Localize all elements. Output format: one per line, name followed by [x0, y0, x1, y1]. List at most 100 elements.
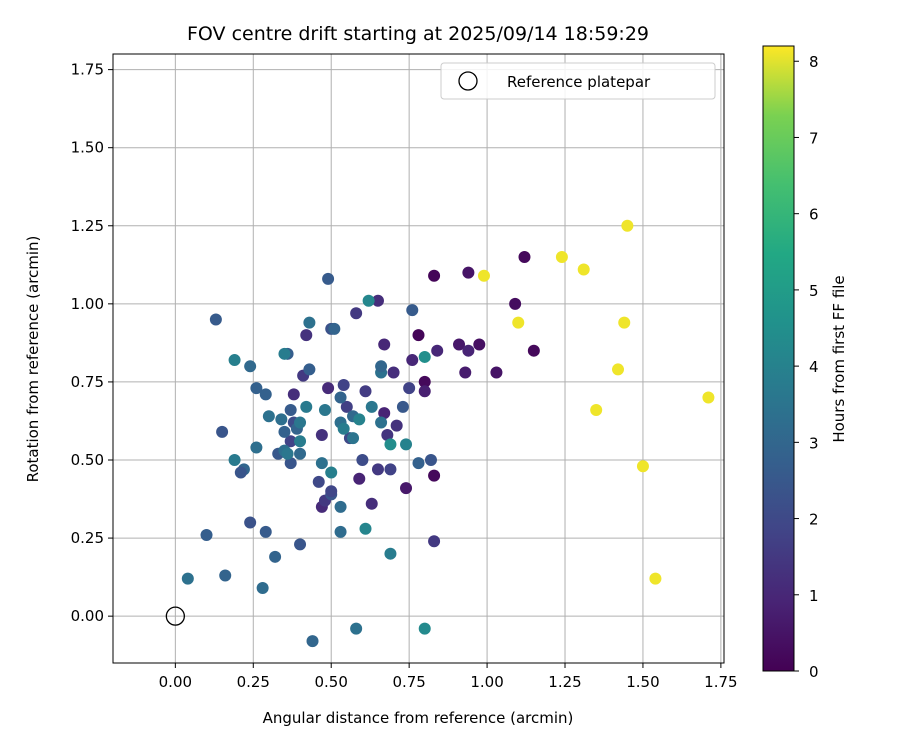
data-point — [200, 528, 213, 541]
data-point — [477, 269, 490, 282]
data-point — [428, 469, 441, 482]
x-axis-label: Angular distance from reference (arcmin) — [263, 709, 574, 727]
data-point — [306, 635, 319, 648]
data-point — [347, 432, 360, 445]
x-tick-label: 0.75 — [392, 673, 425, 691]
data-point — [378, 338, 391, 351]
y-tick-label: 0.00 — [71, 607, 104, 625]
x-tick-label: 1.75 — [704, 673, 737, 691]
data-point — [287, 388, 300, 401]
data-point — [275, 413, 288, 426]
data-point — [219, 569, 232, 582]
colorbar-label: Hours from first FF file — [830, 275, 848, 442]
data-point — [337, 379, 350, 392]
data-point — [403, 382, 416, 395]
data-point — [400, 438, 413, 451]
data-point — [590, 404, 603, 417]
data-point — [294, 447, 307, 460]
data-point — [228, 354, 241, 367]
data-point — [322, 272, 335, 285]
data-point — [303, 363, 316, 376]
colorbar: 0 1 2 3 4 5 6 7 8 Hours from first FF file — [762, 45, 848, 681]
data-point — [649, 572, 662, 585]
y-tick-label: 1.25 — [71, 217, 104, 235]
x-tick-label: 0.00 — [159, 673, 192, 691]
data-point — [278, 425, 291, 438]
grid — [113, 54, 724, 663]
scatter-points — [165, 219, 715, 648]
data-point — [325, 485, 338, 498]
data-point — [312, 475, 325, 488]
data-point — [459, 366, 472, 379]
data-point — [244, 360, 257, 373]
data-point — [577, 263, 590, 276]
colorbar-tick-label: 3 — [809, 434, 819, 452]
plot-frame — [112, 53, 725, 664]
data-point — [250, 441, 263, 454]
colorbar-ticks: 0 1 2 3 4 5 6 7 8 — [794, 53, 819, 681]
data-point — [412, 329, 425, 342]
data-point — [284, 404, 297, 417]
data-point — [300, 329, 313, 342]
data-point — [636, 460, 649, 473]
y-tick-label: 1.75 — [71, 61, 104, 79]
data-point — [375, 416, 388, 429]
data-point — [359, 385, 372, 398]
x-tick-label: 1.50 — [626, 673, 659, 691]
data-point — [371, 294, 384, 307]
data-point — [555, 251, 568, 263]
data-point — [618, 316, 631, 329]
data-point — [365, 400, 378, 413]
data-point — [453, 338, 466, 351]
data-point — [328, 322, 341, 335]
data-point — [412, 457, 425, 470]
data-point — [362, 294, 375, 307]
x-axis: 0.00 0.25 0.50 0.75 1.00 1.25 1.50 1.75 — [159, 663, 738, 691]
colorbar-tick-label: 4 — [809, 358, 819, 376]
data-point — [509, 297, 522, 310]
data-point — [396, 400, 409, 413]
data-point — [244, 516, 257, 529]
legend-open-circle-icon — [458, 71, 478, 91]
colorbar-gradient — [762, 45, 795, 672]
data-point — [512, 316, 525, 329]
x-tick-label: 0.50 — [315, 673, 348, 691]
data-point — [228, 454, 241, 466]
y-tick-label: 1.50 — [71, 139, 104, 157]
reference-platepar-point — [165, 606, 185, 626]
data-point — [621, 219, 634, 232]
data-point — [350, 622, 363, 635]
data-point — [406, 304, 419, 317]
data-point — [356, 454, 369, 466]
data-point — [256, 582, 269, 595]
data-point — [378, 407, 391, 420]
data-point — [612, 363, 625, 376]
data-point — [431, 344, 444, 357]
data-point — [527, 344, 540, 357]
data-point — [337, 422, 350, 435]
colorbar-tick-label: 7 — [809, 129, 819, 147]
data-point — [278, 347, 291, 360]
data-point — [300, 400, 313, 413]
data-point — [334, 500, 347, 513]
data-point — [318, 404, 331, 417]
data-point — [462, 266, 475, 279]
data-point — [303, 316, 316, 329]
y-tick-label: 0.75 — [71, 373, 104, 391]
data-point — [269, 550, 282, 563]
data-point — [702, 391, 715, 404]
data-point — [315, 429, 328, 442]
data-point — [359, 522, 372, 535]
data-point — [418, 350, 431, 363]
data-point — [209, 313, 222, 326]
data-point — [365, 497, 378, 510]
data-point — [340, 400, 353, 413]
legend-box — [440, 62, 716, 100]
data-point — [234, 466, 247, 479]
data-point — [281, 447, 294, 460]
legend: Reference platepar — [440, 62, 716, 100]
y-tick-label: 1.00 — [71, 295, 104, 313]
data-point — [181, 572, 194, 585]
data-point — [375, 360, 388, 373]
colorbar-tick-label: 5 — [809, 282, 819, 300]
